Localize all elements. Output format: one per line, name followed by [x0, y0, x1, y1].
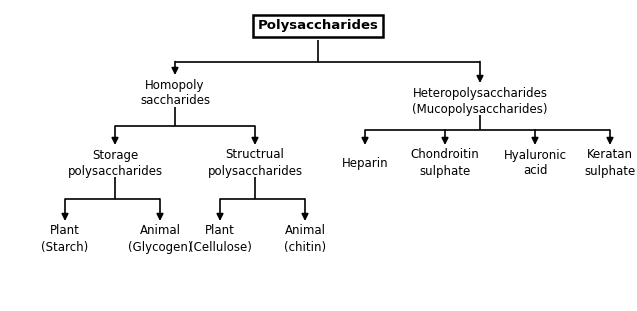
Text: Animal
(chitin): Animal (chitin) [284, 225, 326, 253]
Text: Structrual
polysaccharides: Structrual polysaccharides [208, 148, 303, 178]
Text: Heparin: Heparin [341, 156, 389, 169]
Text: Plant
(Cellulose): Plant (Cellulose) [189, 225, 252, 253]
Text: Keratan
sulphate: Keratan sulphate [584, 148, 636, 178]
Text: Storage
polysaccharides: Storage polysaccharides [68, 148, 162, 178]
Text: Animal
(Glycogen): Animal (Glycogen) [128, 225, 192, 253]
Text: Plant
(Starch): Plant (Starch) [41, 225, 89, 253]
Text: Heteropolysaccharides
(Mucopolysaccharides): Heteropolysaccharides (Mucopolysaccharid… [412, 86, 548, 115]
Text: Hyaluronic
acid: Hyaluronic acid [503, 148, 566, 178]
Text: Chondroitin
sulphate: Chondroitin sulphate [411, 148, 480, 178]
Text: Homopoly
saccharides: Homopoly saccharides [140, 78, 210, 108]
Text: Polysaccharides: Polysaccharides [257, 20, 378, 33]
